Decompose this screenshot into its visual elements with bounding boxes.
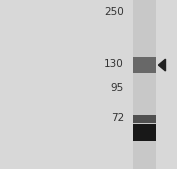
Text: 250: 250 <box>104 7 124 17</box>
Bar <box>133 57 156 73</box>
Bar <box>133 115 156 123</box>
Polygon shape <box>158 59 165 71</box>
Text: 130: 130 <box>104 59 124 69</box>
Text: 72: 72 <box>111 113 124 123</box>
Bar <box>133 0 156 169</box>
Bar <box>133 124 156 141</box>
Text: 95: 95 <box>111 83 124 93</box>
